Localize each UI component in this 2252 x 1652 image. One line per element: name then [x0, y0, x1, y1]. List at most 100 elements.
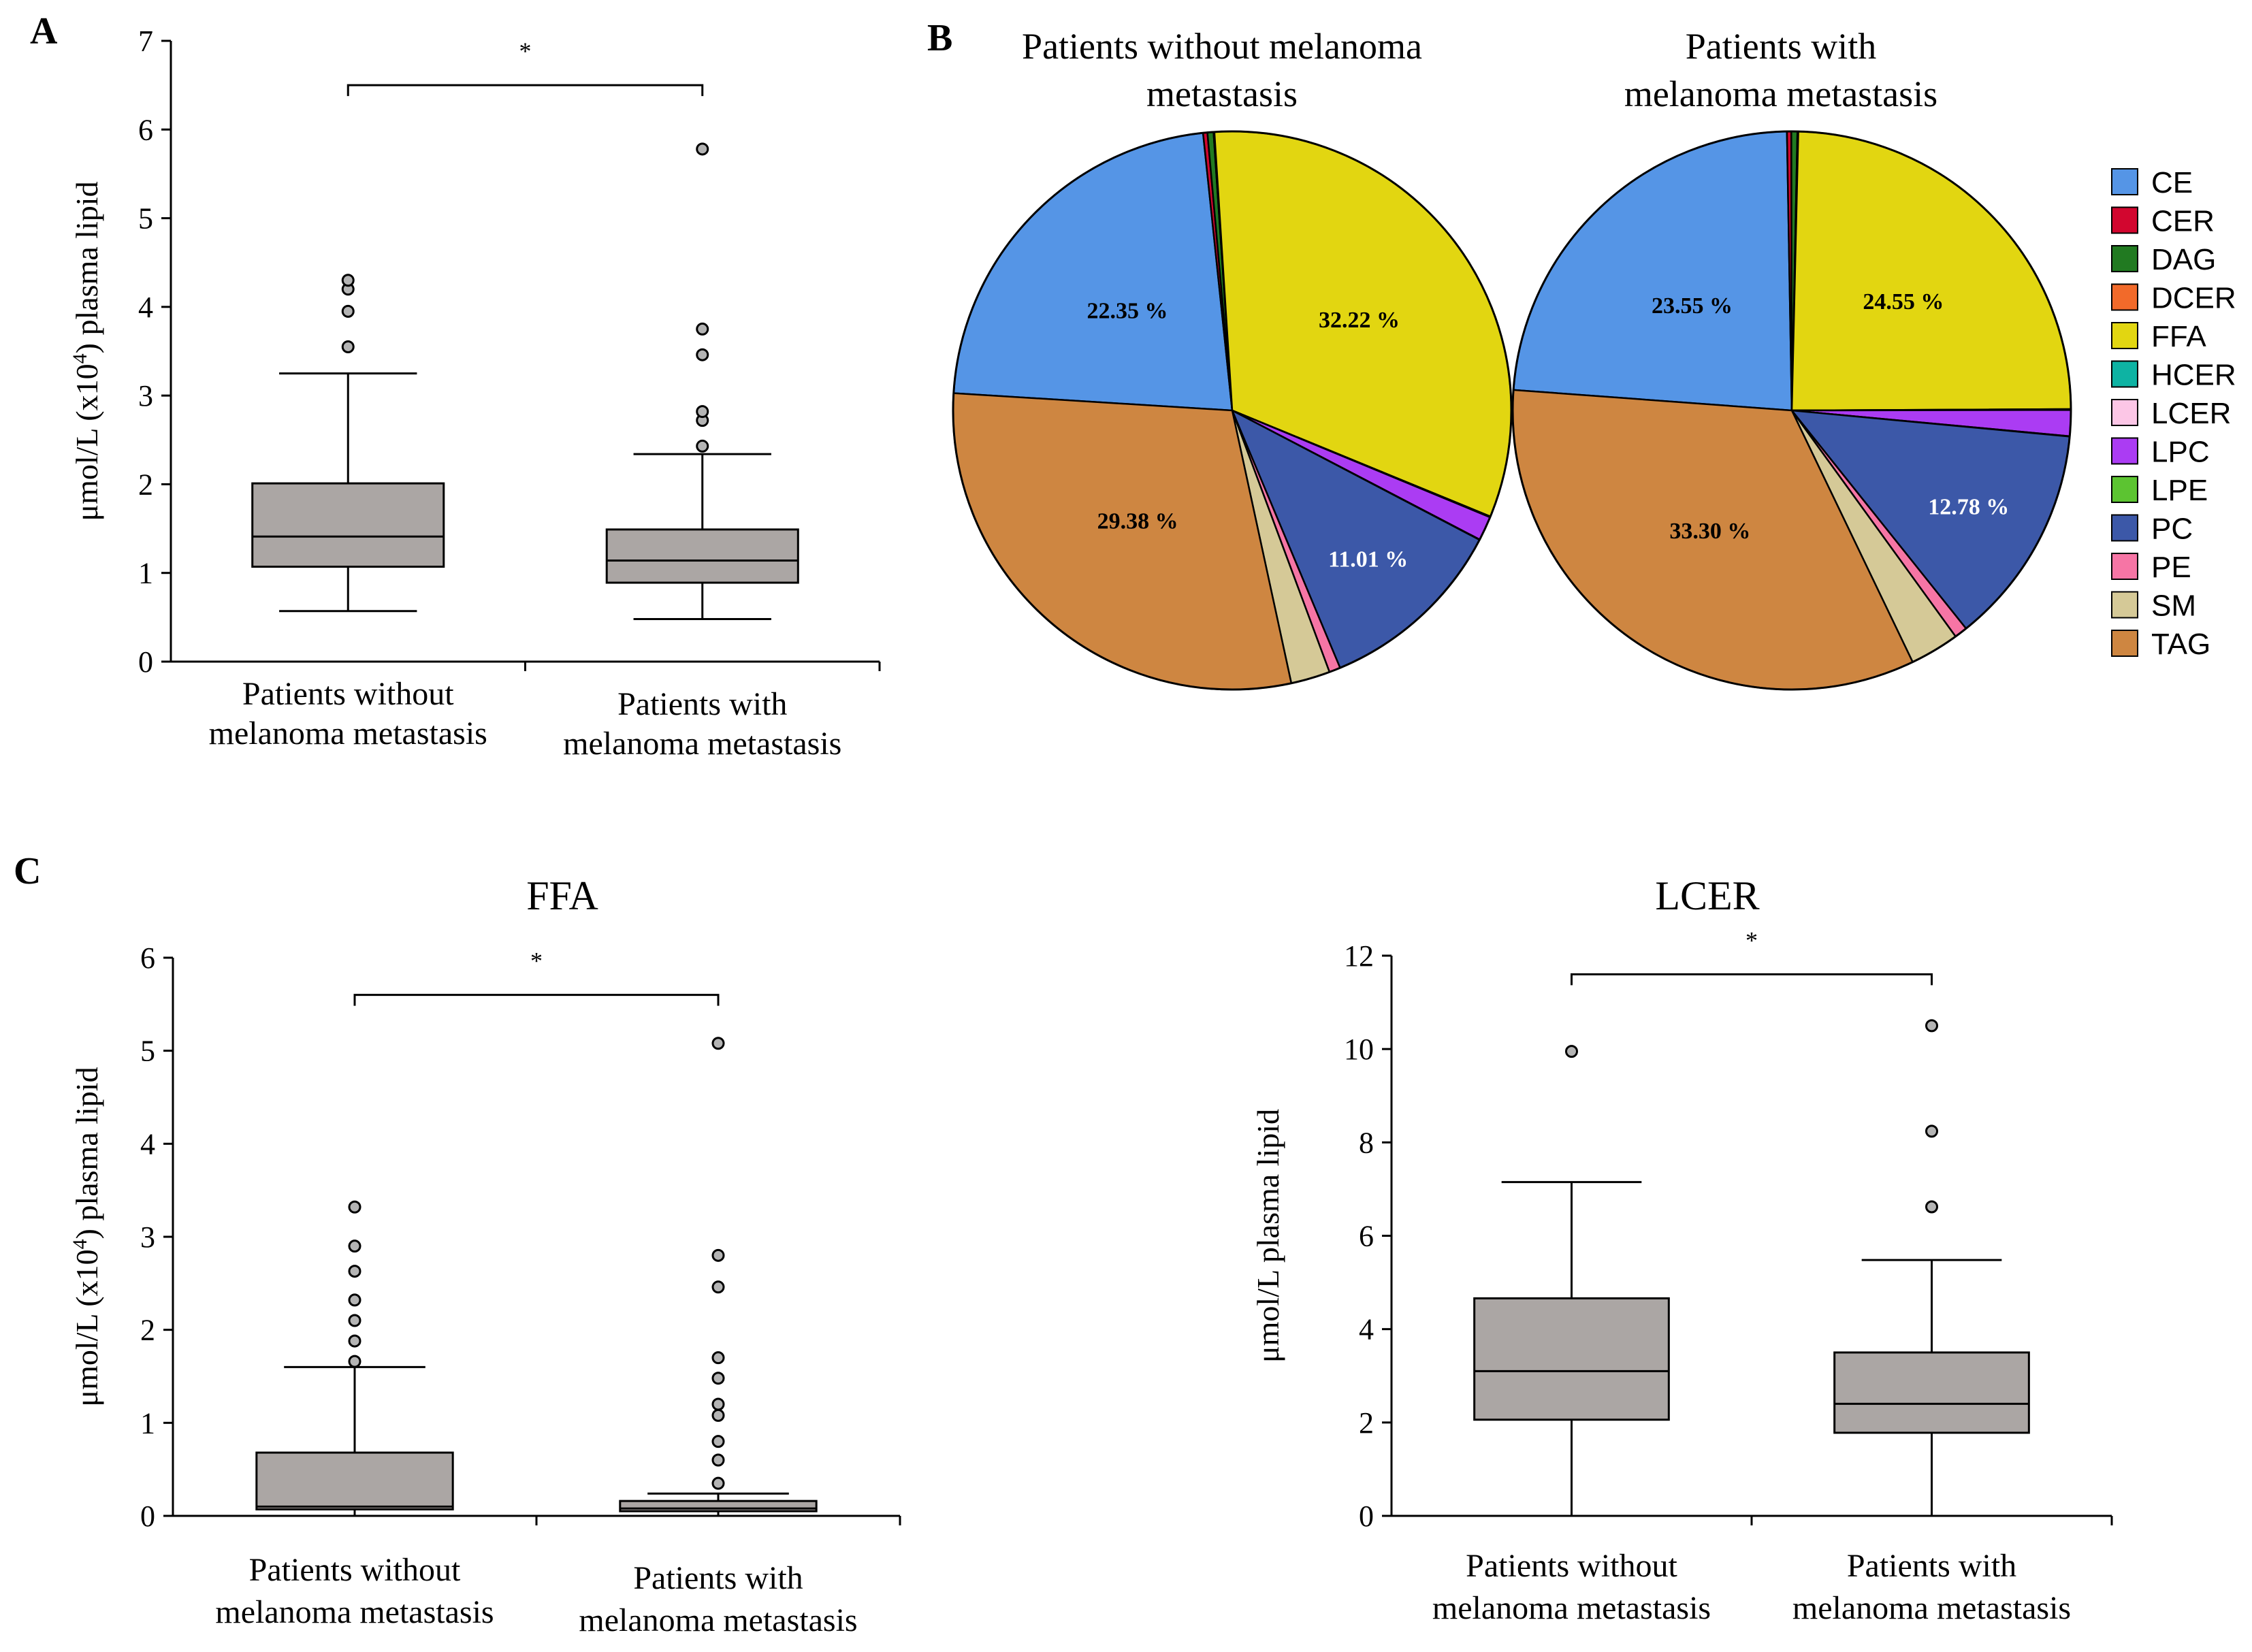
category-label: Patients with: [1847, 1548, 2016, 1584]
pie-title-without-line1: Patients without melanoma: [1022, 26, 1422, 67]
outlier-point: [696, 322, 709, 336]
pie-title-with-line2: melanoma metastasis: [1624, 74, 1937, 114]
y-tick-label: 6: [1359, 1220, 1374, 1253]
legend-swatch-pc: [2111, 514, 2138, 542]
category-label: melanoma metastasis: [1792, 1590, 2071, 1626]
significance-star: *: [519, 37, 532, 65]
slice-label-tag: 29.38 %: [1097, 509, 1178, 534]
y-tick-label: 2: [140, 1314, 155, 1347]
legend-label-lpc: LPC: [2151, 436, 2210, 469]
outlier-point: [1925, 1200, 1938, 1214]
box-iqr: [605, 528, 799, 584]
outlier-point: [711, 1037, 725, 1050]
y-axis-label: μmol/L (x104) plasma lipid: [69, 181, 105, 521]
box-iqr: [619, 1500, 818, 1512]
outlier-point: [711, 1372, 725, 1385]
y-tick-label: 4: [138, 291, 153, 324]
slice-label-ffa: 24.55 %: [1863, 289, 1944, 314]
pie-slice-ce: [952, 131, 1234, 412]
y-tick-label: 0: [140, 1500, 155, 1533]
y-tick-label: 0: [138, 645, 153, 679]
y-axis-label-superscript: 4: [69, 1239, 91, 1249]
outlier-point: [696, 405, 709, 419]
outlier-point: [341, 304, 355, 318]
y-axis-label-part: ) plasma lipid: [69, 181, 104, 353]
outlier-point: [696, 142, 709, 156]
outlier-point: [711, 1476, 725, 1490]
category-label: melanoma metastasis: [215, 1594, 494, 1630]
outlier-point: [348, 1334, 361, 1348]
legend-swatch-sm: [2111, 591, 2138, 619]
box-iqr: [1473, 1297, 1670, 1421]
category-label: melanoma metastasis: [1432, 1590, 1711, 1626]
legend-label-dag: DAG: [2151, 243, 2216, 276]
slice-label-ffa: 32.22 %: [1319, 308, 1400, 333]
y-axis-label: μmol/L (x104) plasma lipid: [69, 1067, 105, 1406]
legend-swatch-ffa: [2111, 322, 2138, 349]
box-iqr: [1833, 1351, 2030, 1434]
outlier-point: [711, 1351, 725, 1365]
outlier-point: [348, 1265, 361, 1278]
category-label: Patients without: [249, 1552, 461, 1588]
category-label: Patients with: [617, 686, 787, 722]
pie-title-without-line2: metastasis: [1146, 74, 1298, 114]
pie-title-with-line1: Patients with: [1686, 26, 1877, 67]
category-label: melanoma metastasis: [209, 715, 487, 751]
y-axis-label-part: μmol/L (x10: [69, 363, 104, 521]
outlier-point: [696, 439, 709, 453]
pie-slice-ffa: [1790, 130, 2072, 412]
chart-title-ffa: FFA: [526, 873, 598, 918]
panel-letter-a: A: [30, 10, 58, 52]
box-iqr: [251, 482, 445, 568]
box-iqr: [255, 1451, 454, 1510]
significance-star: *: [1746, 926, 1758, 954]
slice-label-ce: 23.55 %: [1652, 293, 1733, 319]
pie-without-metastasis: 22.35 % 32.22 % 11.01 % 29.38 %: [952, 130, 1513, 691]
y-tick-label: 8: [1359, 1126, 1374, 1159]
legend-swatch-dag: [2111, 245, 2138, 272]
legend-swatch-ce: [2111, 168, 2138, 195]
pie-outline: [952, 130, 1513, 691]
legend-swatch-cer: [2111, 206, 2138, 234]
category-label: Patients without: [242, 676, 454, 712]
boxplot-lcer: 0 2 4 6 8 10 12 μmol/L plasma lipid Patients wit…: [1251, 926, 2113, 1626]
legend-label-lpe: LPE: [2151, 474, 2208, 507]
slice-label-tag: 33.30 %: [1669, 519, 1750, 544]
category-label: Patients without: [1466, 1548, 1677, 1584]
legend-label-lcer: LCER: [2151, 397, 2231, 430]
y-tick-label: 2: [1359, 1406, 1374, 1440]
significance-bracket: [353, 994, 720, 1006]
y-tick-label: 3: [140, 1220, 155, 1254]
y-tick-label: 2: [138, 468, 153, 501]
legend-swatch-hcer: [2111, 360, 2138, 388]
outlier-point: [711, 1280, 725, 1294]
outlier-point: [341, 274, 355, 287]
pie-with-metastasis: 23.55 % 24.55 % 12.78 % 33.30 %: [1511, 130, 2072, 691]
legend-swatch-dcer: [2111, 283, 2138, 311]
outlier-point: [711, 1435, 725, 1448]
y-tick-label: 12: [1344, 939, 1374, 973]
legend-swatch-lpc: [2111, 437, 2138, 465]
outlier-point: [1925, 1124, 1938, 1138]
y-tick-label: 4: [1359, 1313, 1374, 1346]
legend-label-pe: PE: [2151, 551, 2191, 584]
y-axis-label-superscript: 4: [69, 353, 91, 363]
legend-label-ffa: FFA: [2151, 320, 2206, 353]
legend-swatch-pe: [2111, 553, 2138, 580]
pie-slice-ce: [1512, 130, 1793, 412]
legend-label-dcer: DCER: [2151, 282, 2236, 315]
outlier-point: [348, 1314, 361, 1327]
legend-label-ce: CE: [2151, 166, 2193, 199]
y-axis-label: μmol/L plasma lipid: [1251, 1109, 1285, 1363]
legend-swatch-tag: [2111, 630, 2138, 657]
y-tick-label: 5: [140, 1035, 155, 1068]
legend-label-cer: CER: [2151, 205, 2215, 238]
category-label: melanoma metastasis: [563, 726, 841, 762]
chart-title-lcer: LCER: [1655, 873, 1759, 918]
y-tick-label: 0: [1359, 1500, 1374, 1533]
outlier-point: [696, 348, 709, 361]
panel-letter-b: B: [927, 17, 952, 59]
